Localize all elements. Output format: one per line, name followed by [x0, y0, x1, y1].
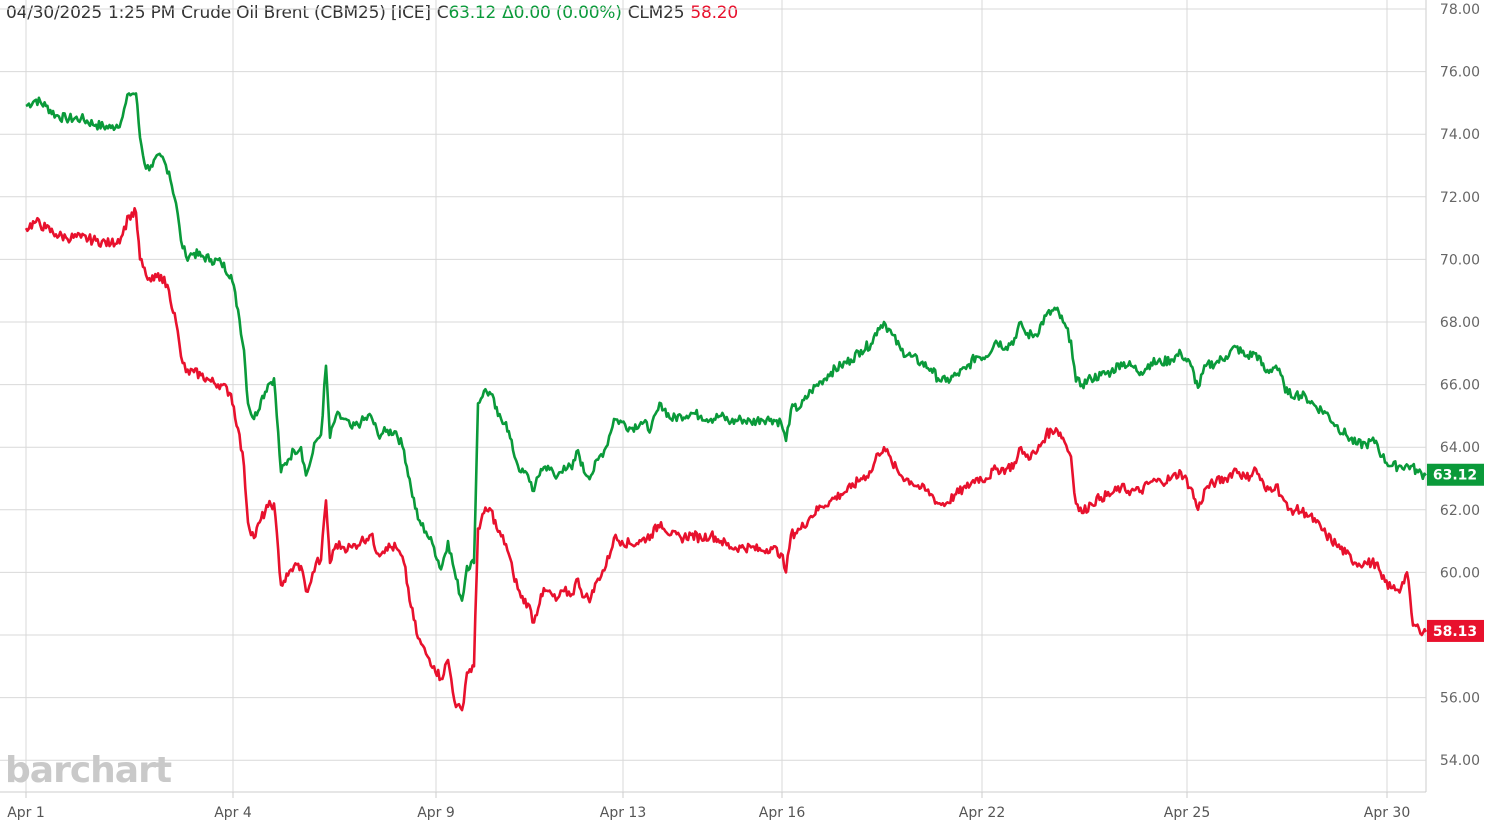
series-lines	[24, 92, 1428, 712]
y-tick-label: 64.00	[1440, 440, 1480, 456]
header-close-prefix: C	[436, 3, 449, 23]
x-tick-label: Apr 4	[214, 805, 252, 821]
y-tick-label: 76.00	[1440, 65, 1480, 81]
x-tick-label: Apr 16	[759, 805, 806, 821]
x-tick-label: Apr 9	[417, 805, 455, 821]
last-price-label-wti: 58.13	[1433, 624, 1477, 640]
x-tick-label: Apr 13	[600, 805, 646, 821]
y-tick-label: 62.00	[1440, 503, 1480, 519]
last-price-label-brent: 63.12	[1433, 468, 1477, 484]
series-line-clm25	[24, 207, 1428, 712]
x-tick-label: Apr 30	[1364, 805, 1410, 821]
y-tick-label: 68.00	[1440, 315, 1480, 331]
header-close-value: 63.12	[448, 3, 497, 23]
x-tick-label: Apr 1	[7, 805, 45, 821]
x-axis: Apr 1 Apr 4 Apr 9 Apr 13 Apr 16 Apr 22 Apr 25 A…	[7, 805, 1410, 821]
x-tick-label: Apr 25	[1164, 805, 1210, 821]
last-price-tag-wti	[1427, 619, 1484, 642]
y-tick-label: 60.00	[1440, 565, 1480, 581]
barchart-logo: barchart	[5, 750, 172, 791]
header-change: Δ0.00 (0.00%)	[502, 3, 622, 23]
header-symbol-name: Crude Oil Brent (CBM25) [ICE]	[181, 3, 431, 23]
y-tick-label: 66.00	[1440, 378, 1480, 394]
y-tick-label: 72.00	[1440, 190, 1480, 206]
y-tick-label: 54.00	[1440, 753, 1480, 769]
series-line-cbm25	[25, 92, 1427, 602]
header-compare-value: 58.20	[690, 3, 739, 23]
last-price-tags: 63.12 58.13	[1427, 463, 1484, 642]
y-axis: 78.00 76.00 74.00 72.00 70.00 68.00 66.00 64.00…	[1440, 2, 1480, 769]
header-compare-symbol: CLM25	[627, 3, 685, 23]
x-tick-label: Apr 22	[959, 805, 1005, 821]
y-tick-label: 70.00	[1440, 252, 1480, 268]
chart-header: 04/30/2025 1:25 PM Crude Oil Brent (CBM25)…	[6, 3, 738, 23]
grid-lines	[0, 0, 1427, 798]
last-price-tag-brent	[1427, 463, 1484, 486]
header-time: 1:25 PM	[107, 3, 176, 23]
y-tick-label: 56.00	[1440, 691, 1480, 707]
y-tick-label: 78.00	[1440, 2, 1480, 18]
header-date: 04/30/2025	[6, 3, 102, 23]
y-tick-label: 74.00	[1440, 127, 1480, 143]
